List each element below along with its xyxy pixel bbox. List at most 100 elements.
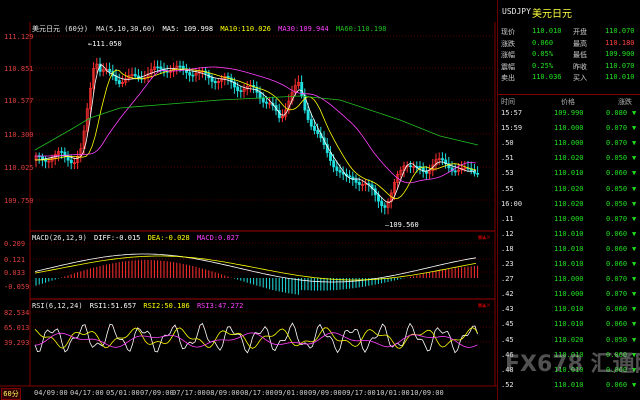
ma60-value: MA60:110.198 — [335, 25, 387, 33]
tick-time: .48 — [501, 365, 514, 374]
candle-body — [153, 66, 156, 70]
rsi2-value: RSI2:50.186 — [143, 302, 190, 310]
tick-change: 0.070 — [606, 139, 628, 148]
candle-body — [421, 167, 425, 172]
period-badge[interactable]: 60分 — [1, 388, 21, 400]
high-annotation: ←111.050 — [88, 40, 122, 48]
tick-row[interactable]: .53 110.010 0.060 ▼ — [498, 169, 640, 181]
tick-change: 0.060 — [606, 229, 628, 238]
tick-time: .42 — [501, 290, 514, 299]
tick-row[interactable]: .11 110.000 0.070 ▼ — [498, 215, 640, 227]
ma10-value: MA10:110.026 — [220, 25, 271, 33]
candle-body — [313, 125, 316, 131]
tick-row[interactable]: .55 110.020 0.050 ▼ — [498, 185, 640, 197]
down-arrow-icon: ▼ — [632, 244, 637, 253]
symbol-code: USDJPY — [502, 7, 531, 16]
tick-price: 110.010 — [554, 229, 584, 238]
tick-time: .18 — [501, 244, 514, 253]
down-arrow-icon: ▼ — [632, 275, 637, 284]
tick-row[interactable]: .48 110.010 0.060 ▼ — [498, 366, 640, 378]
chart-canvas[interactable] — [0, 0, 497, 400]
candle-body — [220, 78, 224, 82]
tick-row[interactable]: .12 110.010 0.060 ▼ — [498, 230, 640, 242]
down-arrow-icon: ▼ — [632, 169, 637, 178]
candle-body — [399, 170, 403, 175]
tick-row[interactable]: .27 110.000 0.070 ▼ — [498, 275, 640, 287]
rsi-params: RSI(6,12,24) — [32, 302, 83, 310]
ma60-line — [34, 95, 479, 151]
ma10-line — [35, 68, 477, 200]
tick-row[interactable]: .23 110.010 0.060 ▼ — [498, 260, 640, 272]
candle-body — [194, 72, 198, 76]
candle-body — [293, 85, 297, 93]
candle-body — [121, 82, 124, 84]
down-arrow-icon: ▼ — [632, 199, 637, 208]
tick-row[interactable]: .42 110.000 0.070 ▼ — [498, 290, 640, 302]
tick-time: 16:00 — [501, 199, 523, 208]
candle-body — [306, 109, 310, 120]
candle-body — [73, 162, 76, 165]
tick-row[interactable]: .51 110.020 0.050 ▼ — [498, 154, 640, 166]
tick-row[interactable]: .18 110.010 0.060 ▼ — [498, 245, 640, 257]
candle-body — [322, 137, 326, 145]
symbol-name: 美元日元 — [532, 9, 572, 20]
candle-body — [316, 130, 320, 134]
down-arrow-icon: ▼ — [632, 229, 637, 238]
macd-dea-line — [34, 255, 477, 281]
price-tick: 110.851 — [4, 65, 34, 73]
macd-tick: 0.033 — [4, 269, 26, 277]
time-tick: 08/17:00 — [240, 389, 274, 397]
candle-body — [303, 95, 307, 111]
tick-price: 110.020 — [554, 335, 584, 344]
candle-body — [159, 66, 163, 70]
quote-value: 110.180 — [605, 38, 635, 47]
panel-controls-icon[interactable]: ▣▲✕ — [478, 301, 491, 309]
time-tick: 04/09:00 — [34, 389, 68, 397]
down-arrow-icon: ▼ — [632, 350, 637, 359]
tick-row[interactable]: .46 110.010 0.060 ▼ — [498, 351, 640, 363]
tick-row[interactable]: .50 110.000 0.070 ▼ — [498, 139, 640, 151]
down-arrow-icon: ▼ — [632, 365, 637, 374]
tick-price: 110.010 — [554, 320, 584, 329]
quote-row: 涨跌 0.060 最高 110.180 — [498, 39, 640, 50]
candle-body — [236, 86, 240, 91]
ma5-line — [34, 63, 477, 204]
tick-change: 0.060 — [606, 260, 628, 268]
time-tick: 05/01:00 — [106, 389, 140, 397]
down-arrow-icon: ▼ — [632, 184, 637, 193]
candle-body — [130, 74, 134, 76]
price-tick: 110.300 — [4, 131, 34, 139]
candle-body — [178, 65, 182, 68]
ticks-header: 时间 价格 涨跌 — [498, 97, 640, 109]
tick-price: 110.000 — [554, 214, 584, 223]
macd-value: MACD:0.027 — [196, 234, 240, 242]
quote-label: 买入 — [573, 74, 587, 82]
panel-controls-icon[interactable]: ▣▲✕ — [478, 233, 491, 241]
candle-body — [380, 200, 384, 206]
candle-body — [89, 87, 92, 110]
tick-change: 0.070 — [606, 124, 628, 133]
tick-row[interactable]: 15:57 109.990 0.080 ▼ — [498, 109, 640, 121]
candle-body — [117, 80, 121, 84]
candle-body — [57, 151, 60, 155]
ma30-line — [35, 66, 477, 184]
candle-body — [101, 69, 105, 72]
candle-body — [354, 179, 358, 183]
tick-row[interactable]: 16:00 110.020 0.050 ▼ — [498, 200, 640, 212]
candle-body — [69, 159, 73, 164]
down-arrow-icon: ▼ — [632, 290, 637, 299]
time-tick: 09/09:00 — [308, 389, 342, 397]
tick-row[interactable]: .52 110.010 0.060 ▼ — [498, 381, 640, 393]
tick-row[interactable]: .45 110.010 0.060 ▼ — [498, 320, 640, 332]
rsi-tick: 82.534 — [4, 309, 30, 317]
tick-row[interactable]: .43 110.010 0.060 ▼ — [498, 305, 640, 317]
tick-price: 110.010 — [554, 260, 584, 268]
candle-body — [133, 74, 137, 77]
tick-price: 110.010 — [554, 380, 584, 389]
macd-indicator — [34, 253, 479, 295]
tick-row[interactable]: .45 110.020 0.050 ▼ — [498, 336, 640, 348]
tick-row[interactable]: 15:59 110.000 0.070 ▼ — [498, 124, 640, 136]
candle-body — [332, 160, 336, 168]
candle-body — [361, 184, 364, 186]
